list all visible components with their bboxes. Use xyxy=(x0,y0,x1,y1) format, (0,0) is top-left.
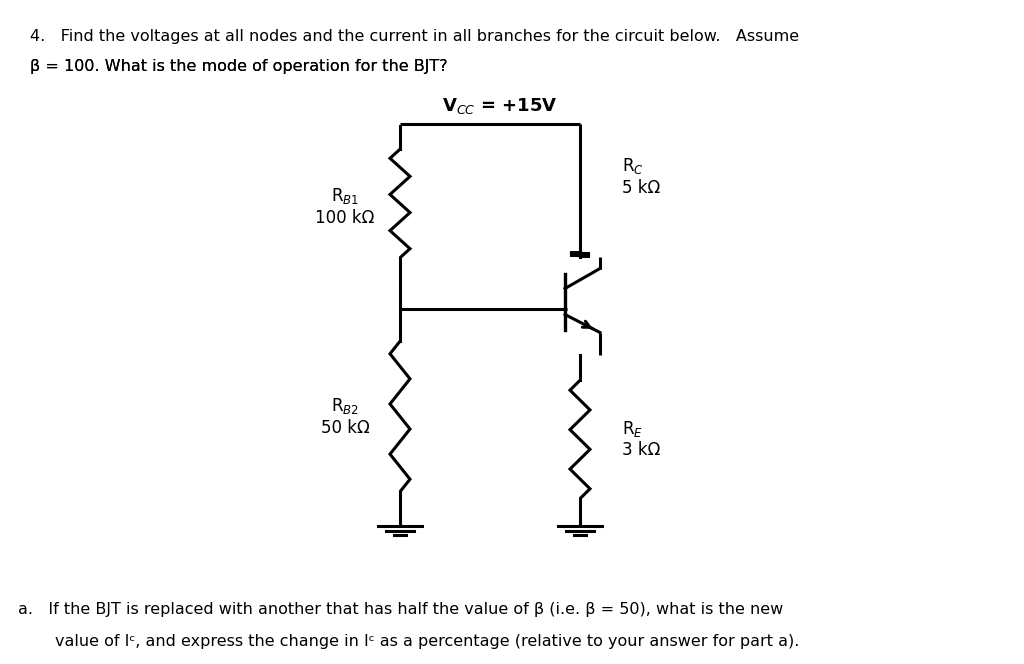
Text: 4.   Find the voltages at all nodes and the current in all branches for the circ: 4. Find the voltages at all nodes and th… xyxy=(30,29,799,44)
Text: a.   If the BJT is replaced with another that has half the value of β (i.e. β = : a. If the BJT is replaced with another t… xyxy=(18,602,783,617)
Text: R$_C$
5 kΩ: R$_C$ 5 kΩ xyxy=(622,156,660,197)
Text: β = 100. What is the mode of operation for the BJT?: β = 100. What is the mode of operation f… xyxy=(30,59,447,74)
Text: R$_{B1}$
100 kΩ: R$_{B1}$ 100 kΩ xyxy=(315,186,375,227)
Text: β = 100. What is the mode of operation for the BJT?: β = 100. What is the mode of operation f… xyxy=(30,59,447,74)
Text: R$_E$
3 kΩ: R$_E$ 3 kΩ xyxy=(622,418,660,459)
Text: V$_{CC}$ = +15V: V$_{CC}$ = +15V xyxy=(442,96,558,116)
Text: value of Iᶜ, and express the change in Iᶜ as a percentage (relative to your answ: value of Iᶜ, and express the change in I… xyxy=(55,634,800,649)
Text: R$_{B2}$
50 kΩ: R$_{B2}$ 50 kΩ xyxy=(321,396,370,437)
